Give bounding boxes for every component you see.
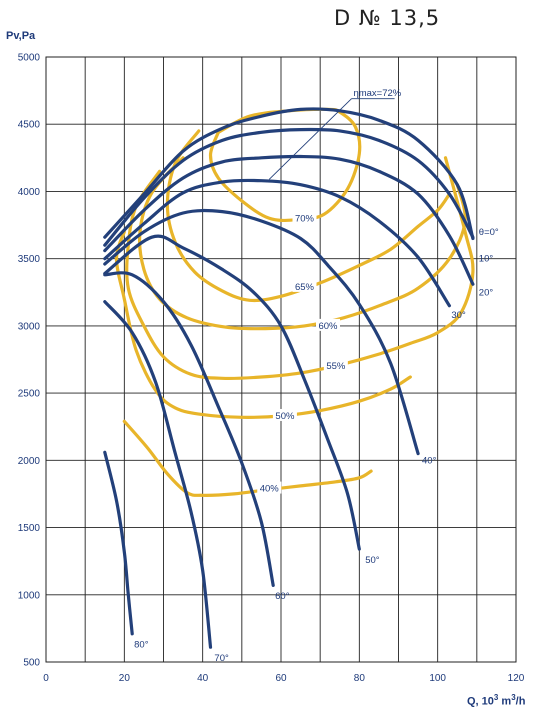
- x-tick-label: 80: [354, 673, 366, 684]
- efficiency-label-60: 60%: [318, 321, 338, 332]
- axis-ticks: 500 1000 1500 2000 2500 3000 3500 4000 4500 5000 0…: [18, 53, 525, 685]
- y-tick-label: 500: [23, 658, 40, 669]
- angle-label-70: 70°: [214, 653, 229, 664]
- x-axis-label-m: m: [498, 695, 512, 708]
- efficiency-curve-65: [165, 129, 451, 303]
- efficiency-label-bg: [323, 359, 348, 372]
- eta-max-label: ηmax=72%: [353, 88, 401, 99]
- y-axis-label: Pv,Pa: [6, 30, 36, 42]
- grid: [45, 56, 517, 663]
- efficiency-label-55: 55%: [326, 361, 346, 372]
- angle-curve-80: [103, 450, 134, 636]
- efficiency-label-bg: [272, 408, 297, 421]
- x-axis-label: Q, 103 m3/h: [467, 693, 525, 708]
- angle-curve-10: [103, 127, 475, 247]
- efficiency-curve-50: [114, 230, 412, 419]
- angle-label-50: 50°: [365, 555, 380, 566]
- angle-curve-40: [103, 208, 420, 456]
- x-tick-label: 0: [43, 673, 49, 684]
- eta-max-leader-line: [268, 98, 352, 180]
- x-axis-label-main: Q, 10: [467, 695, 494, 708]
- efficiency-curve-70: [208, 107, 362, 223]
- angle-label-10: 10°: [479, 254, 494, 265]
- x-axis-label-sup1: 3: [493, 693, 499, 702]
- angle-curve-30: [103, 178, 451, 308]
- angle-curve-20: [103, 154, 475, 286]
- efficiency-label-bg: [316, 318, 340, 331]
- efficiency-label-40: 40%: [260, 484, 280, 495]
- angle-label-60: 60°: [275, 591, 290, 602]
- angle-curve-60: [103, 271, 275, 587]
- y-tick-label: 1500: [18, 523, 41, 534]
- y-tick-label: 2500: [18, 389, 41, 400]
- efficiency-curve-55: [125, 156, 475, 381]
- angle-curves: [103, 107, 475, 649]
- y-tick-label: 3000: [18, 321, 41, 332]
- efficiency-curve-60: [138, 156, 467, 331]
- y-tick-label: 3500: [18, 254, 41, 265]
- x-axis-label-tail: /h: [515, 695, 526, 708]
- x-tick-label: 20: [119, 673, 131, 684]
- y-tick-label: 5000: [18, 53, 41, 64]
- efficiency-label-65: 65%: [295, 282, 315, 293]
- y-tick-label: 4500: [18, 120, 41, 131]
- efficiency-label-bg: [292, 211, 317, 224]
- efficiency-label-70: 70%: [295, 213, 315, 224]
- x-tick-label: 40: [197, 673, 209, 684]
- efficiency-label-50: 50%: [275, 411, 295, 422]
- efficiency-label-bg: [292, 279, 317, 292]
- x-tick-label: 60: [275, 673, 287, 684]
- x-tick-label: 120: [508, 673, 525, 684]
- y-tick-label: 4000: [18, 187, 41, 198]
- angle-curve-50: [103, 234, 361, 551]
- angle-label-20: 20°: [479, 287, 494, 298]
- chart-title: D № 13,5: [334, 6, 441, 30]
- angle-label-0: θ=0°: [479, 227, 499, 238]
- efficiency-label-bg: [257, 481, 282, 494]
- angle-curve-0: [103, 107, 475, 241]
- angle-label-30: 30°: [451, 310, 466, 321]
- y-tick-label: 2000: [18, 456, 41, 467]
- angle-label-40: 40°: [422, 455, 437, 466]
- y-tick-label: 1000: [18, 590, 41, 601]
- x-tick-label: 100: [429, 673, 446, 684]
- x-axis-label-sup2: 3: [511, 693, 516, 702]
- angle-curve-70: [103, 300, 213, 649]
- angle-label-80: 80°: [134, 640, 149, 651]
- curve-labels: θ=0° 10° 20° 30° 40° 50° 60° 70° 80° 70% 65% 60% 55%…: [134, 88, 499, 664]
